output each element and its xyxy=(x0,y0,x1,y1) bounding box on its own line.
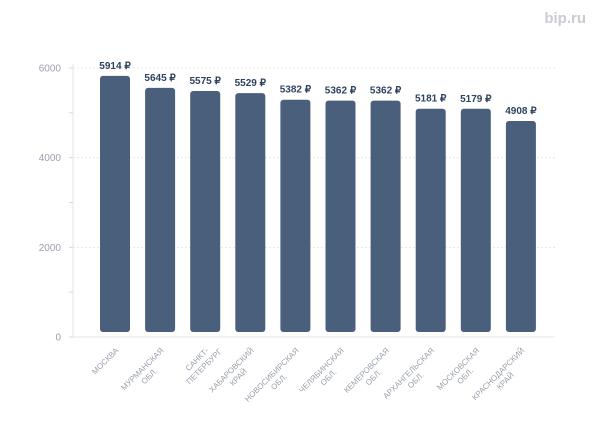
bar xyxy=(145,87,176,332)
data-label: 5645 ₽ xyxy=(144,73,176,84)
bar xyxy=(190,91,221,332)
x-tick-label-line: ЧЕЛЯБИНСКАЯ xyxy=(297,346,346,395)
bar xyxy=(100,75,130,333)
data-label: 5362 ₽ xyxy=(370,86,402,97)
data-label: 5362 ₽ xyxy=(325,86,357,97)
y-tick-label: 2000 xyxy=(39,243,62,254)
bar xyxy=(235,93,266,332)
data-label: 5575 ₽ xyxy=(190,76,222,87)
y-tick-label: 6000 xyxy=(39,64,62,75)
data-label: 5179 ₽ xyxy=(460,94,492,105)
data-label: 4908 ₽ xyxy=(505,106,537,117)
x-tick-label-line: АРХАНГЕЛЬСКАЯ xyxy=(381,346,436,401)
data-label: 5382 ₽ xyxy=(280,85,312,96)
bar xyxy=(505,120,536,332)
bar xyxy=(280,99,311,332)
x-tick-label-line: МУРМАНСКАЯ xyxy=(119,346,165,392)
bar xyxy=(415,108,446,332)
data-label: 5914 ₽ xyxy=(99,61,131,72)
bip-logo: bip.ru xyxy=(544,10,586,27)
x-tick-label: МОСКВА xyxy=(90,346,121,377)
y-tick-label: 4000 xyxy=(39,153,62,164)
x-tick-label-line: МОСКВА xyxy=(90,346,121,377)
data-label: 5181 ₽ xyxy=(415,94,447,105)
x-tick-label-line: МОСКОВСКАЯ xyxy=(435,346,481,392)
data-label: 5529 ₽ xyxy=(235,78,267,89)
bar xyxy=(325,100,356,332)
bar xyxy=(370,100,401,332)
bar xyxy=(460,108,491,332)
x-tick-label-line: КЕМЕРОВСКАЯ xyxy=(342,346,391,395)
y-tick-label: 0 xyxy=(55,333,61,344)
